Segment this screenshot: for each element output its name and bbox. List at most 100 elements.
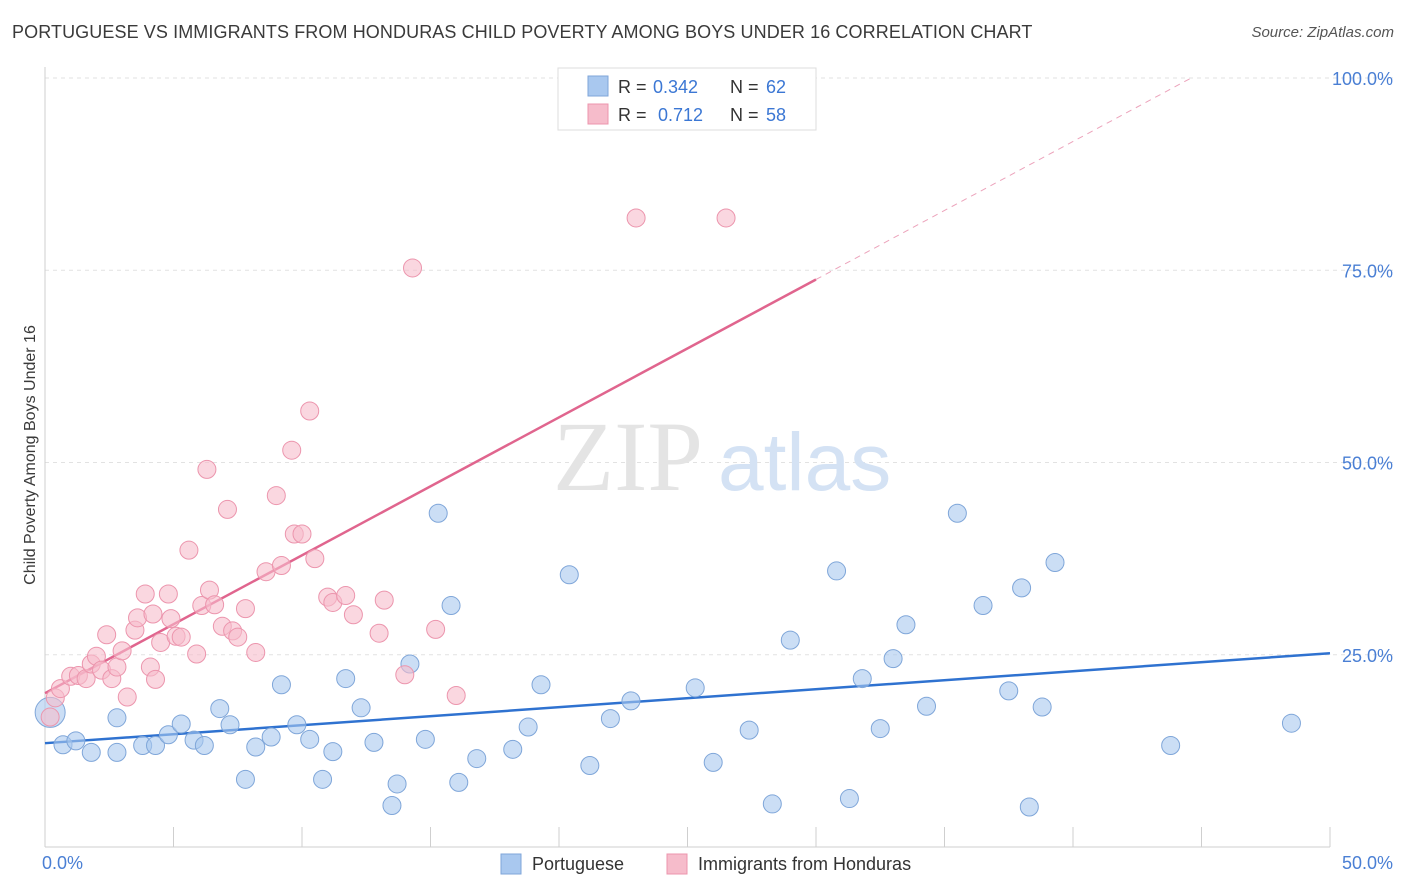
legend-r-label: R = xyxy=(618,105,647,125)
point-portuguese xyxy=(220,715,240,735)
point-portuguese xyxy=(883,649,903,669)
legend-r-label: R = xyxy=(618,77,647,97)
point-portuguese xyxy=(146,735,166,755)
bottom-legend: Portuguese Immigrants from Honduras xyxy=(500,853,911,875)
point-honduras xyxy=(112,641,132,661)
point-portuguese xyxy=(235,769,255,789)
point-honduras xyxy=(217,499,237,519)
point-honduras xyxy=(235,599,255,619)
point-portuguese xyxy=(364,732,384,752)
point-honduras xyxy=(107,657,127,677)
point-portuguese xyxy=(107,708,127,728)
watermark-zip: ZIP xyxy=(553,401,703,512)
point-portuguese xyxy=(600,709,620,729)
point-portuguese xyxy=(336,669,356,689)
point-portuguese xyxy=(210,699,230,719)
trend-line-portuguese xyxy=(44,651,1331,745)
point-portuguese xyxy=(382,795,402,815)
y-tick-label: 25.0% xyxy=(1342,646,1393,666)
point-portuguese xyxy=(467,749,487,769)
point-honduras xyxy=(343,605,363,625)
point-honduras xyxy=(179,540,199,560)
point-portuguese xyxy=(518,717,538,737)
point-portuguese xyxy=(246,737,266,757)
point-honduras xyxy=(626,208,646,228)
point-portuguese xyxy=(271,675,291,695)
legend-swatch-portuguese xyxy=(587,75,609,97)
point-portuguese xyxy=(351,698,371,718)
point-portuguese xyxy=(917,696,937,716)
point-honduras xyxy=(117,687,137,707)
point-honduras xyxy=(161,609,181,629)
point-portuguese xyxy=(194,735,214,755)
point-honduras xyxy=(395,665,415,685)
point-honduras xyxy=(146,669,166,689)
bottom-legend-swatch-honduras xyxy=(666,853,688,875)
point-portuguese xyxy=(171,714,191,734)
point-honduras xyxy=(292,524,312,544)
point-portuguese xyxy=(1019,797,1039,817)
point-honduras xyxy=(300,401,320,421)
point-honduras xyxy=(97,625,117,645)
point-honduras xyxy=(171,627,191,647)
trend-line-honduras-extension xyxy=(815,77,1192,280)
source-label: Source: ZipAtlas.com xyxy=(1251,24,1394,41)
point-honduras xyxy=(266,486,286,506)
point-portuguese xyxy=(415,729,435,749)
x-tick-label: 0.0% xyxy=(42,853,83,873)
point-portuguese xyxy=(1045,552,1065,572)
legend-swatch-honduras xyxy=(587,103,609,125)
point-portuguese xyxy=(559,565,579,585)
point-honduras xyxy=(50,679,70,699)
data-points xyxy=(34,208,1301,817)
point-honduras xyxy=(205,595,225,615)
legend: R = 0.342 N = 62 R = 0.712 N = 58 xyxy=(557,67,817,131)
point-portuguese xyxy=(107,742,127,762)
point-honduras xyxy=(374,590,394,610)
point-portuguese xyxy=(1012,578,1032,598)
point-portuguese xyxy=(323,742,343,762)
point-honduras xyxy=(40,707,60,727)
point-portuguese xyxy=(387,774,407,794)
point-portuguese xyxy=(870,719,890,739)
bottom-legend-label-honduras: Immigrants from Honduras xyxy=(698,854,911,874)
legend-r-value: 0.712 xyxy=(658,105,703,125)
point-portuguese xyxy=(1281,713,1301,733)
legend-n-label: N = xyxy=(730,105,759,125)
chart-title: PORTUGUESE VS IMMIGRANTS FROM HONDURAS C… xyxy=(12,22,1033,42)
y-tick-label: 100.0% xyxy=(1332,69,1393,89)
point-portuguese xyxy=(947,503,967,523)
point-honduras xyxy=(271,556,291,576)
point-honduras xyxy=(187,644,207,664)
point-portuguese xyxy=(261,727,281,747)
point-honduras xyxy=(403,258,423,278)
point-portuguese xyxy=(313,769,333,789)
watermark: ZIP atlas xyxy=(553,401,891,512)
point-portuguese xyxy=(852,669,872,689)
point-honduras xyxy=(228,627,248,647)
point-honduras xyxy=(716,208,736,228)
point-portuguese xyxy=(999,681,1019,701)
legend-n-value: 58 xyxy=(766,105,786,125)
point-portuguese xyxy=(287,715,307,735)
bottom-legend-swatch-portuguese xyxy=(500,853,522,875)
y-tick-label: 50.0% xyxy=(1342,454,1393,474)
grid-lines xyxy=(45,77,1395,656)
point-portuguese xyxy=(685,678,705,698)
point-portuguese xyxy=(531,675,551,695)
point-portuguese xyxy=(1161,735,1181,755)
point-portuguese xyxy=(81,742,101,762)
point-portuguese xyxy=(66,731,86,751)
bottom-legend-label-portuguese: Portuguese xyxy=(532,854,624,874)
watermark-atlas: atlas xyxy=(718,417,891,508)
point-honduras xyxy=(143,604,163,624)
point-portuguese xyxy=(839,789,859,809)
point-portuguese xyxy=(780,630,800,650)
y-tick-label: 75.0% xyxy=(1342,261,1393,281)
point-honduras xyxy=(336,586,356,606)
point-portuguese xyxy=(621,691,641,711)
point-portuguese xyxy=(300,729,320,749)
tick-labels: 25.0% 50.0% 75.0% 100.0% 0.0% 50.0% xyxy=(42,69,1393,873)
point-portuguese xyxy=(158,725,178,745)
